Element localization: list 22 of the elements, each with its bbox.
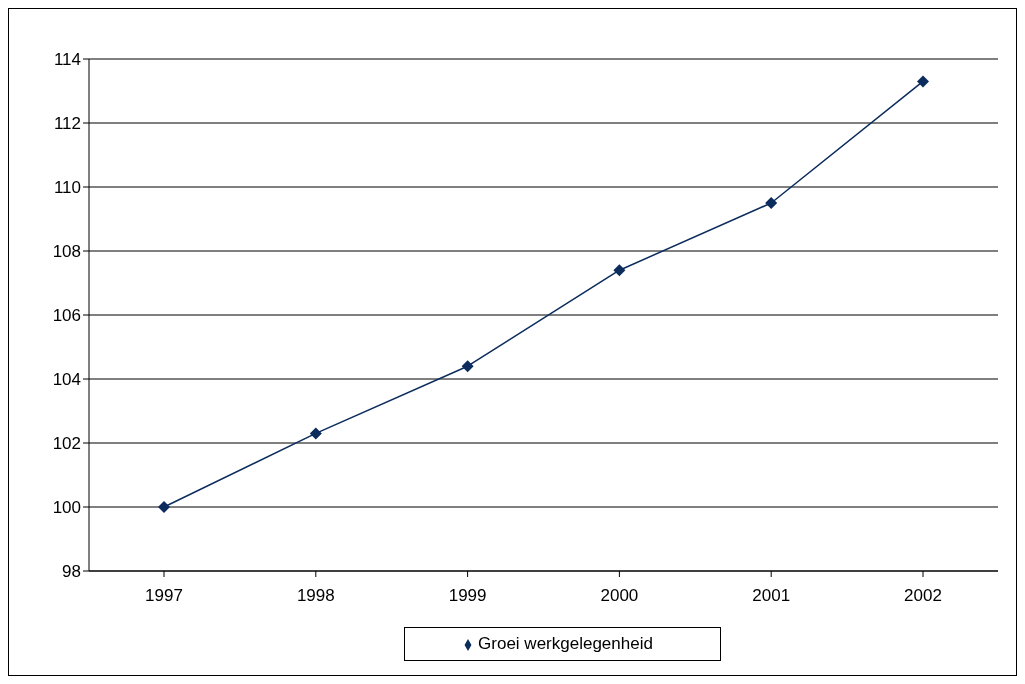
x-tick-label: 2002 xyxy=(904,586,942,606)
x-tick-label: 2000 xyxy=(600,586,639,606)
legend-label: Groei werkgelegenheid xyxy=(478,634,653,653)
y-tick-label: 98 xyxy=(62,562,81,582)
x-tick-label: 1999 xyxy=(448,586,487,606)
point xyxy=(309,427,322,440)
x-tick-label: 1997 xyxy=(145,586,183,606)
y-tick-label: 104 xyxy=(52,370,81,390)
y-tick-label: 102 xyxy=(52,434,81,454)
y-tick-label: 108 xyxy=(52,242,81,262)
point xyxy=(765,197,778,209)
point xyxy=(461,360,474,373)
y-tick-label: 100 xyxy=(52,498,81,518)
y-tick-label: 106 xyxy=(52,306,81,326)
x-tick-label: 2001 xyxy=(752,586,791,606)
y-tick-label: 110 xyxy=(53,178,81,198)
point xyxy=(917,75,929,88)
y-tick-label: 112 xyxy=(53,114,81,134)
x-tick-label: 1998 xyxy=(296,586,335,606)
point xyxy=(613,264,626,277)
point xyxy=(158,501,170,513)
y-tick-label: 114 xyxy=(53,50,81,70)
